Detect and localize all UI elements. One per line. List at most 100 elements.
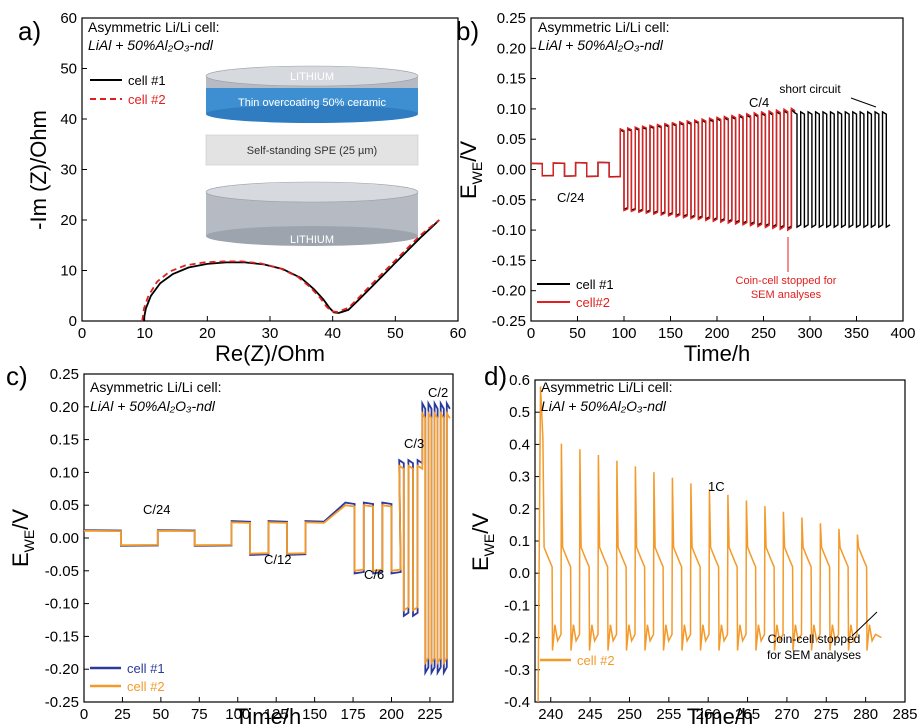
y-tick-label: 0.2 — [509, 501, 530, 518]
y-tick-label: 0 — [69, 313, 77, 330]
panel-a-legend: cell #1 cell #2 — [90, 73, 166, 107]
x-tick-label: 50 — [153, 706, 170, 723]
battery-inset: LITHIUM Thin overcoating 50% ceramic Sel… — [205, 65, 419, 246]
y-tick-label: 0.00 — [50, 530, 79, 547]
panel-a-title-line2: LiAl + 50%Al₂O₃-ndl — [88, 37, 214, 53]
x-tick-label: 280 — [853, 706, 878, 723]
annotation-c6-c: C/6 — [364, 567, 384, 582]
y-tick-label: -0.25 — [45, 694, 79, 711]
panel-a: a) LITHIUM Thin overcoating 50% ceramic … — [18, 10, 466, 366]
annotation-c24-b: C/24 — [557, 190, 584, 205]
y-tick-label: 0.20 — [50, 399, 79, 416]
x-tick-label: 225 — [417, 706, 442, 723]
panel-b-label: b) — [456, 16, 479, 46]
legend-label-cell2: cell #2 — [128, 92, 166, 107]
x-tick-label: 0 — [80, 706, 88, 723]
y-tick-label: 0.15 — [50, 432, 79, 449]
y-tick-label: 30 — [60, 162, 77, 179]
x-tick-label: 265 — [735, 706, 760, 723]
x-tick-label: 0 — [527, 325, 535, 342]
y-tick-label: 0.15 — [497, 71, 526, 88]
series-line-cell1 — [142, 219, 440, 322]
series-line-cell2 — [83, 410, 451, 666]
series-line-cell2 — [537, 386, 882, 703]
annotation-1c-d: 1C — [708, 479, 725, 494]
y-tick-label: -0.10 — [45, 596, 79, 613]
annotation-stopped-d-line1: Coin-cell stopped — [768, 632, 861, 646]
annotation-c24-c: C/24 — [143, 502, 170, 517]
panel-d-series — [537, 386, 882, 703]
x-tick-label: 200 — [704, 325, 729, 342]
x-tick-label: 200 — [379, 706, 404, 723]
x-tick-label: 175 — [341, 706, 366, 723]
annotation-stopped-b-line2: SEM analyses — [751, 289, 822, 301]
lithium-bottom-disk-face — [205, 181, 419, 203]
panel-c-axes: 0 25 50 75 100 125 150 175 200 225 -0.25 -0.20 -0.15… — [45, 366, 443, 723]
panel-b-title-line1: Asymmetric Li/Li cell: — [538, 19, 669, 35]
x-tick-label: 50 — [569, 325, 586, 342]
legend-label-d-cell2: cell #2 — [577, 653, 615, 668]
y-tick-label: 0.6 — [509, 372, 530, 389]
legend-label-cell1: cell #1 — [128, 73, 166, 88]
panel-a-axes: 0 10 20 30 40 50 60 0 10 20 30 40 50 60 — [60, 10, 466, 342]
membrane-label: Self-standing SPE (25 µm) — [247, 145, 377, 157]
y-tick-label: 0.05 — [50, 497, 79, 514]
panel-d: d) 240 245 250 255 260 265 270 275 280 285 -0.4 -0.… — [468, 361, 918, 726]
panel-c: c) 0 25 50 75 100 125 150 175 200 225 -0.25 -0.20 -0… — [6, 361, 454, 726]
y-tick-label: 0.05 — [497, 131, 526, 148]
annotation-c4-b: C/4 — [749, 95, 769, 110]
panel-d-axes: 240 245 250 255 260 265 270 275 280 285 -0.4 -0.3 -0… — [504, 372, 917, 723]
x-tick-label: 150 — [658, 325, 683, 342]
legend-label-b-cell2: cell#2 — [576, 295, 610, 310]
x-tick-label: 0 — [78, 325, 86, 342]
y-tick-label: 60 — [60, 10, 77, 27]
y-tick-label: 0.00 — [497, 162, 526, 179]
x-tick-label: 285 — [892, 706, 917, 723]
y-tick-label: -0.2 — [504, 630, 530, 647]
panel-a-ylabel: -Im (Z)/Ohm — [26, 110, 51, 230]
y-tick-label: 0.4 — [509, 436, 530, 453]
panel-a-series — [141, 219, 440, 322]
x-tick-label: 100 — [225, 706, 250, 723]
legend-label-b-cell1: cell #1 — [576, 277, 614, 292]
panel-d-label: d) — [484, 361, 507, 391]
panel-c-label: c) — [6, 361, 28, 391]
y-tick-label: 0.10 — [497, 101, 526, 118]
panel-b-xlabel: Time/h — [684, 341, 750, 366]
panel-d-title-line1: Asymmetric Li/Li cell: — [541, 379, 672, 395]
x-tick-label: 240 — [538, 706, 563, 723]
y-tick-label: -0.4 — [504, 694, 530, 711]
panel-b-title-line2: LiAl + 50%Al₂O₃-ndl — [538, 37, 664, 53]
x-tick-label: 60 — [450, 325, 467, 342]
y-tick-label: -0.25 — [492, 313, 526, 330]
lithium-top-disk-face — [205, 65, 419, 87]
legend-label-c-cell1: cell #1 — [127, 661, 165, 676]
annotation-c2-c: C/2 — [428, 385, 448, 400]
lithium-bottom-label: LITHIUM — [290, 234, 334, 246]
panel-b: b) 0 50 100 150 200 250 300 350 400 -0.25 -0.20 -0.… — [456, 10, 916, 366]
panel-b-ylabel: EWE/V — [456, 141, 485, 199]
x-tick-label: 100 — [611, 325, 636, 342]
lithium-bottom-disk-base — [206, 226, 418, 246]
panel-c-series — [83, 399, 451, 677]
x-tick-label: 250 — [751, 325, 776, 342]
x-tick-label: 255 — [656, 706, 681, 723]
y-tick-label: 50 — [60, 61, 77, 78]
legend-label-c-cell2: cell #2 — [127, 679, 165, 694]
ceramic-coating-bottom — [206, 105, 418, 123]
y-tick-label: 0.20 — [497, 40, 526, 57]
panel-d-title-line2: LiAl + 50%Al₂O₃-ndl — [541, 398, 667, 414]
y-tick-label: -0.1 — [504, 597, 530, 614]
y-tick-label: 10 — [60, 263, 77, 280]
x-tick-label: 10 — [136, 325, 153, 342]
x-tick-label: 260 — [696, 706, 721, 723]
x-tick-label: 125 — [264, 706, 289, 723]
series-line-cell2 — [141, 219, 440, 322]
x-tick-label: 50 — [387, 325, 404, 342]
panel-c-legend: cell #1 cell #2 — [90, 661, 165, 694]
annotation-c12-c: C/12 — [264, 552, 291, 567]
x-tick-label: 30 — [262, 325, 279, 342]
x-tick-label: 270 — [774, 706, 799, 723]
panel-b-series — [530, 106, 891, 232]
panel-a-title-line1: Asymmetric Li/Li cell: — [88, 19, 219, 35]
